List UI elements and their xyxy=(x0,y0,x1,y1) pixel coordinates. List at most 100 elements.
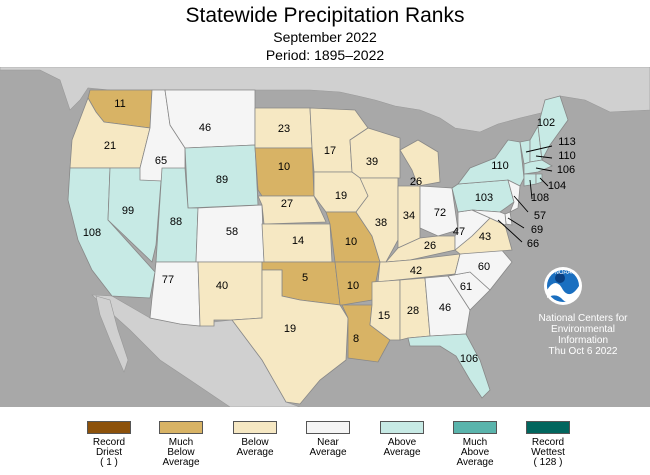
rank-IN: 34 xyxy=(403,210,415,222)
legend-label: Record xyxy=(92,437,126,448)
legend-swatch xyxy=(380,421,424,434)
legend-label: Average xyxy=(236,447,274,458)
state-MI xyxy=(399,139,441,187)
legend-label: ( 128 ) xyxy=(533,457,563,468)
rank-CO: 58 xyxy=(226,226,238,238)
credit-date: Thu Oct 6 2022 xyxy=(548,346,618,357)
rank-MS: 15 xyxy=(378,310,390,322)
state-AR xyxy=(334,261,381,306)
state-NM xyxy=(197,261,263,327)
leader-lines xyxy=(497,145,553,243)
canada-landmass xyxy=(0,67,650,133)
legend-item-below: Below Average xyxy=(220,421,290,458)
noaa-logo-text: NOAA xyxy=(554,270,571,276)
rank-MD: 66 xyxy=(527,238,539,250)
rank-OR: 21 xyxy=(104,140,116,152)
rank-GA: 46 xyxy=(439,302,451,314)
rank-NE: 27 xyxy=(281,198,293,210)
baja-landmass xyxy=(95,295,129,373)
rank-KY: 26 xyxy=(424,240,436,252)
rank-AZ: 77 xyxy=(162,274,174,286)
rank-ME: 102 xyxy=(537,117,555,129)
rank-FL: 106 xyxy=(460,353,478,365)
rank-MI: 26 xyxy=(410,176,422,188)
legend-item-near: Near Average xyxy=(293,421,363,458)
rank-PA: 103 xyxy=(475,192,493,204)
legend-item-much-above: Much Above Average xyxy=(440,421,510,468)
rank-CT: 108 xyxy=(531,192,549,204)
state-rank-labels: 11 21 108 99 65 46 89 88 58 77 40 23 10 … xyxy=(83,98,576,365)
legend-item-much-below: Much Below Average xyxy=(146,421,216,468)
legend-swatch xyxy=(159,421,203,434)
state-NE xyxy=(257,195,327,225)
rank-NV: 99 xyxy=(122,205,134,217)
rank-DE: 69 xyxy=(531,224,543,236)
rank-NH: 110 xyxy=(558,150,576,162)
legend-label: Above xyxy=(460,447,490,458)
map-subtitle-period: Period: 1895–2022 xyxy=(265,47,385,63)
rank-ID: 65 xyxy=(155,155,167,167)
rank-VA: 43 xyxy=(479,231,491,243)
legend-label: Much xyxy=(168,437,194,448)
legend-label: Driest xyxy=(95,447,123,458)
rank-ND: 23 xyxy=(278,123,290,135)
rank-SD: 10 xyxy=(278,161,290,173)
rank-UT: 88 xyxy=(170,216,182,228)
legend-swatch xyxy=(87,421,131,434)
rank-OK: 5 xyxy=(302,272,308,284)
legend-label: Below xyxy=(167,447,195,458)
map-title: Statewide Precipitation Ranks xyxy=(185,4,465,27)
rank-NJ: 57 xyxy=(534,210,546,222)
legend-label: Average xyxy=(383,447,421,458)
legend-swatch xyxy=(453,421,497,434)
state-GA xyxy=(424,275,471,337)
legend-swatch xyxy=(526,421,570,434)
credit-line-2: Environmental xyxy=(551,324,615,335)
legend-label: Much xyxy=(462,437,488,448)
state-FL xyxy=(407,333,491,399)
rank-WA: 11 xyxy=(114,98,125,110)
legend-label: Average xyxy=(309,447,347,458)
map-subtitle-month: September 2022 xyxy=(273,29,377,45)
rank-TN: 42 xyxy=(410,265,422,277)
state-AZ xyxy=(149,261,201,327)
rank-CA: 108 xyxy=(83,227,101,239)
legend-label: Average xyxy=(162,457,200,468)
legend-label: Record xyxy=(531,437,565,448)
legend-item-record-wettest: Record Wettest ( 128 ) xyxy=(513,421,583,468)
rank-MT: 46 xyxy=(199,122,211,134)
rank-AL: 28 xyxy=(407,305,419,317)
rank-VT: 113 xyxy=(558,136,576,148)
credit-line-1: National Centers for xyxy=(538,313,628,324)
state-WI xyxy=(349,127,401,179)
rank-IA: 19 xyxy=(335,190,347,202)
legend-item-record-driest: Record Driest ( 1 ) xyxy=(74,421,144,468)
rank-SC: 61 xyxy=(460,281,472,293)
credit-line-3: Information xyxy=(557,335,609,346)
rank-NY: 110 xyxy=(491,160,509,172)
rank-NC: 60 xyxy=(478,261,490,273)
rank-WY: 89 xyxy=(216,174,228,186)
legend-swatch xyxy=(233,421,277,434)
rank-NM: 40 xyxy=(216,280,228,292)
rank-OH: 72 xyxy=(434,207,446,219)
rank-WV: 47 xyxy=(453,226,465,238)
noaa-logo: NOAA xyxy=(544,267,582,305)
legend-swatch xyxy=(306,421,350,434)
rank-TX: 19 xyxy=(284,323,296,335)
legend-label: Average xyxy=(456,457,494,468)
legend-label: ( 1 ) xyxy=(100,457,118,468)
rank-LA: 8 xyxy=(353,333,359,345)
state-RI xyxy=(535,173,543,185)
legend-label: Above xyxy=(387,437,417,448)
rank-MO: 10 xyxy=(345,236,357,248)
state-OH xyxy=(419,185,459,237)
rank-AR: 10 xyxy=(347,280,359,292)
rank-KS: 14 xyxy=(292,235,304,247)
legend-item-above: Above Average xyxy=(367,421,437,458)
rank-MA: 106 xyxy=(557,164,575,176)
rank-MN: 17 xyxy=(324,145,336,157)
rank-RI: 104 xyxy=(548,180,566,192)
legend-label: Below xyxy=(241,437,269,448)
rank-IL: 38 xyxy=(375,217,387,229)
